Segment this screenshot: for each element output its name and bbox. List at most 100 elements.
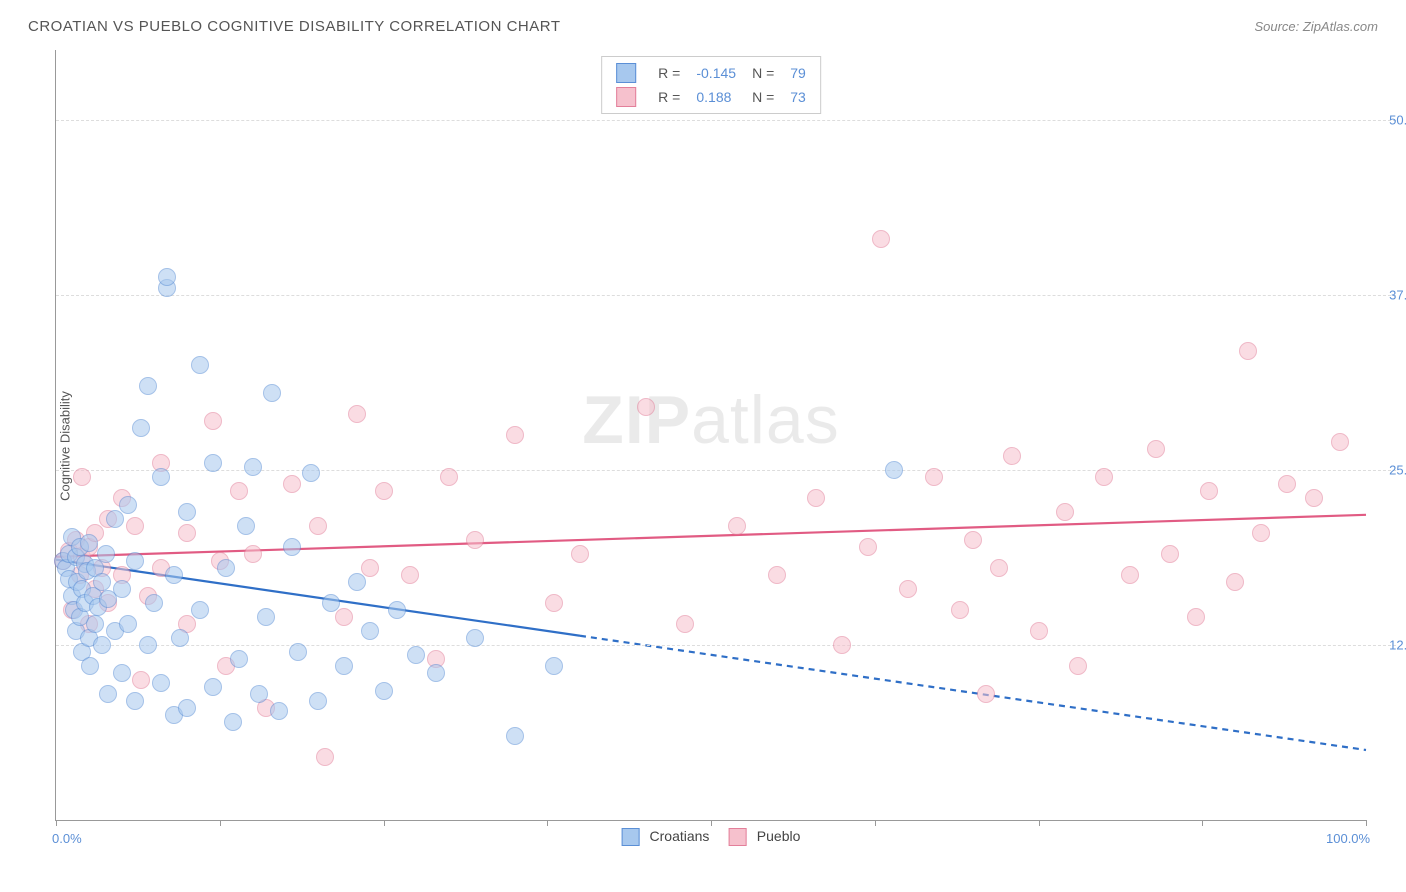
data-point-pueblo [1095, 468, 1113, 486]
x-tick [1202, 820, 1203, 826]
data-point-croatians [119, 615, 137, 633]
data-point-croatians [80, 534, 98, 552]
watermark: ZIPatlas [582, 381, 839, 459]
data-point-pueblo [1305, 489, 1323, 507]
data-point-croatians [466, 629, 484, 647]
data-point-croatians [302, 464, 320, 482]
data-point-pueblo [859, 538, 877, 556]
data-point-pueblo [316, 748, 334, 766]
scatter-chart: ZIPatlas R = -0.145 N = 79 R = 0.188 N =… [55, 50, 1366, 821]
data-point-croatians [204, 454, 222, 472]
y-tick-label: 25.0% [1389, 463, 1406, 478]
data-point-pueblo [833, 636, 851, 654]
data-point-croatians [132, 419, 150, 437]
data-point-pueblo [1252, 524, 1270, 542]
x-tick-label: 100.0% [1326, 831, 1370, 846]
data-point-pueblo [637, 398, 655, 416]
data-point-pueblo [73, 468, 91, 486]
data-point-croatians [171, 629, 189, 647]
gridline [56, 120, 1396, 121]
x-tick-label: 0.0% [52, 831, 82, 846]
data-point-pueblo [951, 601, 969, 619]
data-point-pueblo [132, 671, 150, 689]
data-point-pueblo [1226, 573, 1244, 591]
x-tick [1366, 820, 1367, 826]
data-point-pueblo [1161, 545, 1179, 563]
data-point-croatians [407, 646, 425, 664]
data-point-croatians [191, 601, 209, 619]
data-point-croatians [99, 685, 117, 703]
data-point-pueblo [676, 615, 694, 633]
data-point-croatians [244, 458, 262, 476]
data-point-pueblo [361, 559, 379, 577]
data-point-pueblo [440, 468, 458, 486]
data-point-croatians [81, 657, 99, 675]
data-point-pueblo [964, 531, 982, 549]
gridline [56, 645, 1396, 646]
chart-source: Source: ZipAtlas.com [1254, 19, 1378, 34]
r-value-pueblo: 0.188 [688, 85, 744, 109]
chart-title: CROATIAN VS PUEBLO COGNITIVE DISABILITY … [28, 18, 561, 35]
data-point-pueblo [1069, 657, 1087, 675]
data-point-croatians [106, 510, 124, 528]
data-point-croatians [250, 685, 268, 703]
data-point-croatians [93, 573, 111, 591]
x-tick [220, 820, 221, 826]
data-point-croatians [263, 384, 281, 402]
data-point-croatians [165, 566, 183, 584]
x-tick [384, 820, 385, 826]
data-point-pueblo [348, 405, 366, 423]
data-point-croatians [139, 377, 157, 395]
data-point-pueblo [1030, 622, 1048, 640]
x-tick [1039, 820, 1040, 826]
data-point-pueblo [899, 580, 917, 598]
data-point-croatians [119, 496, 137, 514]
legend-label-croatians: Croatians [650, 828, 710, 844]
legend-row-croatians: R = -0.145 N = 79 [608, 61, 814, 85]
series-legend: Croatians Pueblo [622, 828, 801, 846]
data-point-pueblo [571, 545, 589, 563]
data-point-pueblo [126, 517, 144, 535]
swatch-croatians-icon [622, 828, 640, 846]
data-point-pueblo [1056, 503, 1074, 521]
data-point-croatians [217, 559, 235, 577]
y-tick-label: 37.5% [1389, 288, 1406, 303]
data-point-pueblo [807, 489, 825, 507]
data-point-pueblo [977, 685, 995, 703]
data-point-croatians [178, 503, 196, 521]
data-point-pueblo [1278, 475, 1296, 493]
data-point-croatians [885, 461, 903, 479]
data-point-pueblo [178, 524, 196, 542]
data-point-croatians [113, 664, 131, 682]
x-tick [56, 820, 57, 826]
trend-lines [56, 50, 1366, 820]
data-point-croatians [230, 650, 248, 668]
data-point-pueblo [335, 608, 353, 626]
swatch-pueblo-icon [729, 828, 747, 846]
data-point-pueblo [401, 566, 419, 584]
legend-row-pueblo: R = 0.188 N = 73 [608, 85, 814, 109]
trend-line [580, 636, 1366, 750]
data-point-croatians [427, 664, 445, 682]
data-point-croatians [257, 608, 275, 626]
data-point-croatians [237, 517, 255, 535]
data-point-croatians [309, 692, 327, 710]
data-point-croatians [97, 545, 115, 563]
data-point-pueblo [466, 531, 484, 549]
data-point-pueblo [230, 482, 248, 500]
data-point-croatians [158, 268, 176, 286]
data-point-pueblo [506, 426, 524, 444]
data-point-croatians [375, 682, 393, 700]
data-point-pueblo [1121, 566, 1139, 584]
data-point-croatians [139, 636, 157, 654]
data-point-croatians [348, 573, 366, 591]
data-point-pueblo [1239, 342, 1257, 360]
chart-header: CROATIAN VS PUEBLO COGNITIVE DISABILITY … [28, 18, 1378, 35]
data-point-pueblo [244, 545, 262, 563]
data-point-croatians [191, 356, 209, 374]
data-point-pueblo [375, 482, 393, 500]
swatch-pueblo-icon [616, 87, 636, 107]
data-point-croatians [145, 594, 163, 612]
data-point-pueblo [925, 468, 943, 486]
data-point-pueblo [545, 594, 563, 612]
